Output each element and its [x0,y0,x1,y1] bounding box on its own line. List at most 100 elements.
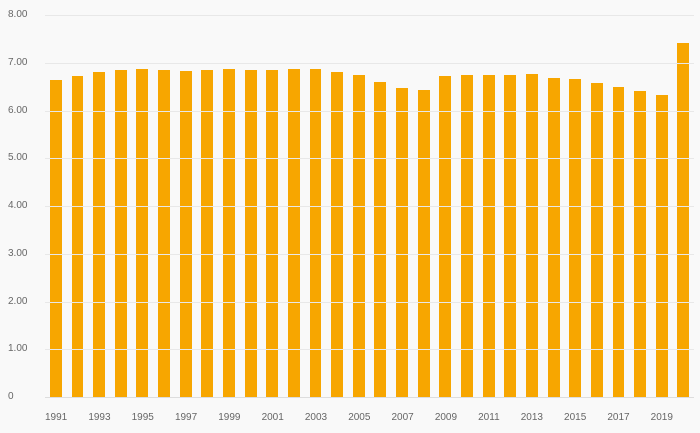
x-axis-tick-label: 1995 [131,412,154,423]
x-axis-tick-label [457,412,478,423]
x-axis-tick-label [327,412,348,423]
bar[interactable] [461,74,473,397]
bar[interactable] [396,87,409,397]
bar-slot [283,15,305,397]
bar-slot [499,15,521,397]
bar[interactable] [309,68,322,397]
x-axis-tick-label: 2009 [434,412,458,423]
x-axis-tick-label [500,412,521,423]
x-axis-tick-label: 2001 [261,412,284,423]
bar-slot [240,15,262,397]
bar-slot [478,15,500,397]
x-axis-tick-label [414,412,435,423]
bar-slot [456,15,478,397]
x-axis-tick-label [543,412,564,423]
bar[interactable] [590,83,603,397]
bar[interactable] [612,86,625,397]
bar-slot [629,15,651,397]
bar[interactable] [677,42,690,397]
gridline [45,206,694,207]
gridline [45,301,694,303]
x-axis-tick-label: 2017 [607,412,630,423]
bar-slot [586,15,608,397]
bar[interactable] [634,91,647,397]
bar-slot [673,15,695,397]
bar[interactable] [114,69,127,397]
x-axis-tick-label: 2015 [564,412,587,423]
x-axis-tick-label: 2005 [348,412,371,423]
bar[interactable] [93,72,106,397]
bar-slot [543,15,565,397]
bar[interactable] [547,78,560,397]
y-axis-tick-label: 7.00 [8,56,28,68]
bar[interactable] [569,79,582,397]
bar[interactable] [244,69,257,397]
x-axis-tick-label [630,412,651,423]
gridline [45,158,694,160]
x-axis-tick-label: 2007 [391,412,414,423]
bar[interactable] [266,70,279,397]
bar[interactable] [504,75,517,397]
bar[interactable] [201,70,214,397]
plot-area [45,15,694,398]
bar-series [45,15,694,397]
gridline [45,349,694,351]
bar-slot [153,15,175,397]
bar[interactable] [223,68,235,397]
x-axis-tick-label: 2003 [304,412,328,423]
bar-slot [88,15,110,397]
bar-slot [305,15,327,397]
bar[interactable] [352,74,365,397]
y-axis-tick-label: 8.00 [8,9,28,20]
bar[interactable] [525,73,538,397]
y-axis-tick-label: 4.00 [8,200,28,211]
x-axis-tick-label [197,412,218,423]
x-axis-tick-label [586,412,607,423]
x-axis-tick-label [370,412,391,423]
bar[interactable] [482,75,495,397]
bar-slot [175,15,197,397]
bar-slot [348,15,370,397]
x-axis-tick-label [111,412,132,423]
bar[interactable] [49,80,62,397]
x-axis-tick-label [673,412,694,423]
x-axis-tick-label: 1993 [88,412,111,423]
x-axis-tick-label [241,412,262,423]
bar[interactable] [287,68,300,397]
bar[interactable] [179,70,192,397]
bar-slot [391,15,413,397]
bar[interactable] [655,95,668,397]
bar-slot [521,15,543,397]
y-axis-tick-label: 1.00 [8,343,28,355]
bar[interactable] [374,81,387,397]
bar-slot [413,15,435,397]
bar[interactable] [71,76,84,397]
bar-slot [261,15,283,397]
bar[interactable] [439,76,452,397]
bar-slot [326,15,348,397]
bar-slot [67,15,89,397]
bar-slot [132,15,154,397]
bar-slot [608,15,630,397]
x-axis-tick-label [67,412,88,423]
x-axis-tick-label: 2011 [478,412,500,423]
bar[interactable] [331,71,344,397]
y-axis-tick-label: 2.00 [8,295,28,307]
x-axis-tick-label: 2013 [520,412,543,423]
y-axis-tick-label: 5.00 [8,152,28,164]
y-axis-tick-label: 3.00 [8,247,28,259]
x-axis-tick-label: 1997 [174,412,198,423]
y-axis-tick-label: 6.00 [8,104,28,116]
bar-slot [45,15,67,397]
x-axis: 1991 1993 1995 1997 1999 2001 2003 2005 2007 2009… [45,412,694,423]
bar-slot [196,15,218,397]
gridline [45,15,694,16]
gridline [45,62,694,64]
bar[interactable] [417,89,430,397]
y-axis-tick-label: 0 [8,391,14,402]
bar[interactable] [136,69,149,397]
bar-slot [651,15,673,397]
bar[interactable] [158,69,170,397]
bar-slot [110,15,132,397]
